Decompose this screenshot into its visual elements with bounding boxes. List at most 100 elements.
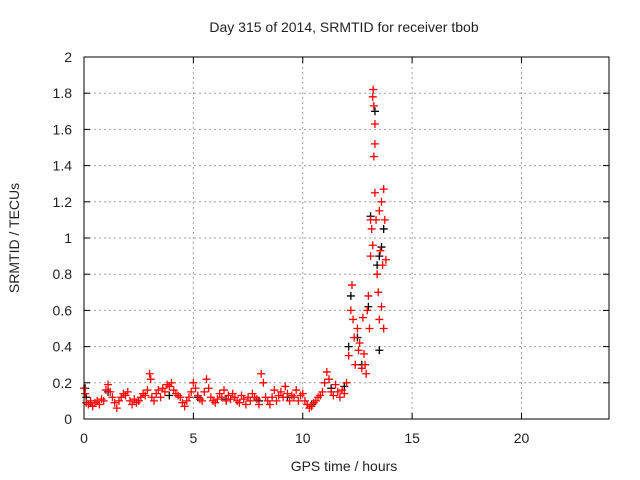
data-point-red <box>292 386 301 395</box>
data-point-red <box>365 324 374 333</box>
data-point-red <box>187 387 196 396</box>
data-point-red <box>377 197 386 206</box>
data-point-red <box>180 402 189 411</box>
data-point-red <box>255 400 263 409</box>
data-point-black <box>375 252 384 261</box>
chart-title: Day 315 of 2014, SRMTID for receiver tbo… <box>209 19 478 35</box>
data-point-red <box>141 391 150 400</box>
ticks: 0 5 10 15 20 0 0.2 0.4 0.6 0.8 1 1.2 1.4 1.6 1.8 2 <box>53 49 609 446</box>
data-point-red <box>298 389 307 398</box>
data-point-red <box>241 400 250 409</box>
data-point-red <box>285 396 294 405</box>
data-point-red <box>369 85 378 94</box>
x-tick-label: 10 <box>295 430 311 446</box>
data-point-red <box>145 369 154 378</box>
data-point-red <box>369 152 378 161</box>
data-point-red <box>366 252 375 261</box>
data-point-red <box>252 395 261 404</box>
data-point-red <box>189 378 198 387</box>
data-point-red <box>354 346 363 355</box>
data-point-red <box>270 386 279 395</box>
y-axis-label: SRMTID / TECUs <box>6 183 22 293</box>
data-point-red <box>154 386 163 395</box>
data-point-red <box>204 384 213 393</box>
data-point-red <box>213 395 222 404</box>
x-tick-label: 0 <box>80 430 88 446</box>
data-point-red <box>370 119 379 128</box>
grid <box>84 57 609 419</box>
data-point-red <box>363 306 372 315</box>
data-point-red <box>379 324 388 333</box>
data-point-red <box>361 360 370 369</box>
data-point-red <box>150 396 158 405</box>
data-point-red <box>222 396 231 405</box>
data-point-red <box>318 387 327 396</box>
data-point-black <box>377 243 386 252</box>
data-point-red <box>360 349 368 358</box>
data-point-red <box>191 384 200 393</box>
y-tick-label: 0.6 <box>53 302 73 318</box>
data-point-red <box>257 369 266 378</box>
data-point-red <box>202 375 211 384</box>
x-tick-label: 5 <box>189 430 197 446</box>
data-point-red <box>353 324 362 333</box>
data-point-black <box>379 224 388 233</box>
data-point-red <box>95 400 104 409</box>
data-point-red <box>160 387 169 396</box>
data-point-red <box>368 92 377 101</box>
data-point-red <box>265 400 274 409</box>
data-point-red <box>101 386 110 395</box>
data-point-red <box>329 391 338 400</box>
data-point-red <box>259 378 268 387</box>
data-point-red <box>358 313 367 322</box>
data-point-black <box>165 391 174 400</box>
data-point-red <box>331 380 340 389</box>
y-tick-label: 1.4 <box>53 158 73 174</box>
data-point-red <box>349 315 358 324</box>
data-point-black <box>375 346 384 355</box>
data-point-red <box>112 404 121 413</box>
data-point-red <box>344 351 353 360</box>
data-point-red <box>106 387 115 396</box>
data-point-red <box>104 380 113 389</box>
data-point-red <box>378 261 387 270</box>
data-point-red <box>246 396 255 405</box>
data-point-red <box>364 291 373 300</box>
data-point-red <box>226 395 235 404</box>
data-point-red <box>375 206 384 215</box>
data-point-red <box>373 270 382 279</box>
data-point-red <box>198 396 207 405</box>
data-points <box>80 85 390 413</box>
data-point-red <box>367 224 376 233</box>
data-point-red <box>185 393 193 402</box>
y-tick-label: 0.8 <box>53 266 73 282</box>
x-tick-label: 20 <box>514 430 530 446</box>
data-point-red <box>325 375 333 384</box>
data-point-red <box>355 338 364 347</box>
data-point-red <box>380 215 389 224</box>
data-point-red <box>322 367 331 376</box>
data-point-red <box>146 375 155 384</box>
data-point-red <box>128 400 137 409</box>
data-point-red <box>220 386 228 395</box>
data-point-red <box>279 393 288 402</box>
data-point-red <box>375 315 384 324</box>
x-tick-label: 15 <box>404 430 420 446</box>
data-point-black <box>364 302 373 311</box>
x-axis-label: GPS time / hours <box>291 458 398 474</box>
data-point-red <box>381 255 390 264</box>
y-tick-label: 1 <box>64 230 72 246</box>
data-point-red <box>368 241 377 250</box>
data-point-red <box>176 393 185 402</box>
data-point-red <box>276 387 285 396</box>
data-point-red <box>290 393 298 402</box>
data-point-red <box>143 386 152 395</box>
data-point-red <box>362 369 371 378</box>
data-point-black <box>346 291 355 300</box>
y-tick-label: 0 <box>64 411 72 427</box>
data-point-red <box>335 393 344 402</box>
data-point-black <box>344 342 353 351</box>
data-point-red <box>99 396 108 405</box>
data-point-red <box>374 288 383 297</box>
